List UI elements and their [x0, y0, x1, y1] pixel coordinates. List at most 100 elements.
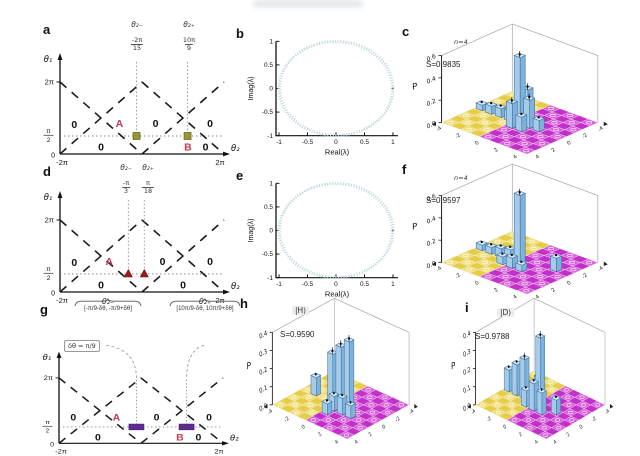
error-dot — [532, 379, 535, 382]
error-dot — [515, 360, 518, 363]
curve-arrow — [186, 344, 205, 378]
tile-ring — [549, 387, 555, 392]
fidelity-label: S=0.9597 — [426, 196, 461, 205]
x-tick: 0.5 — [360, 281, 370, 288]
tile-ring — [502, 134, 509, 139]
x-tick: -0.5 — [302, 139, 314, 146]
z-tick: 0.2 — [425, 98, 437, 108]
region-label-0: 0 — [153, 118, 159, 130]
floor-x-tick: -2 — [284, 416, 291, 424]
z-tick: 0.1 — [259, 385, 269, 395]
bar-right-face — [556, 255, 562, 273]
region-label-0: 0 — [195, 433, 201, 443]
region-label-0: 0 — [207, 256, 213, 268]
floor-x-tick: 2 — [493, 287, 499, 293]
error-dot — [540, 388, 543, 391]
z-tick: 0.4 — [259, 330, 269, 340]
brace-path — [169, 298, 241, 307]
tile-ring — [579, 395, 585, 400]
axes — [275, 183, 398, 279]
x-axis-label: θ₂ — [231, 282, 240, 292]
x-axis-label: Real(λ) — [325, 290, 349, 299]
tile-ring — [485, 274, 492, 279]
y-tick: 0 — [269, 228, 273, 235]
state-label: |H⟩ — [292, 306, 310, 315]
tile-ring — [277, 403, 283, 407]
x-tick: 0 — [334, 139, 338, 146]
tile-ring — [570, 267, 577, 272]
tile-ring — [540, 418, 546, 422]
panel-letter-a: a — [43, 22, 51, 37]
floor-axis-arrow — [603, 121, 608, 126]
z-axis-label: P — [246, 359, 253, 371]
y-tick: 0.5 — [264, 62, 274, 69]
z-tick: 0.2 — [259, 367, 269, 377]
x-tick: -1 — [276, 139, 282, 146]
tile-ring — [309, 410, 315, 415]
tile-ring — [371, 418, 377, 422]
error-dot — [480, 100, 483, 104]
theta2-minus-symbol: θ₂₋ — [101, 297, 115, 306]
y-tick-2pi: 2π — [45, 78, 54, 87]
tile-ring — [529, 239, 536, 244]
floor-x-tick: -2 — [486, 415, 493, 423]
z-tick: 0.4 — [425, 215, 437, 225]
tile-ring — [586, 120, 593, 125]
tile-ring — [504, 141, 511, 146]
z-tick: 0.6 — [425, 193, 437, 203]
tile-ring — [530, 246, 537, 251]
error-dot — [528, 95, 531, 99]
bar-left-face — [551, 397, 557, 416]
error-dot — [348, 337, 351, 340]
z-tick: 0.4 — [425, 75, 437, 85]
quench-marker-interval — [128, 423, 145, 431]
tile-ring — [383, 403, 389, 407]
floor-y-tick: -2 — [591, 415, 598, 423]
tile-ring — [502, 274, 509, 279]
tile-ring — [325, 418, 332, 422]
region-label-0: 0 — [71, 257, 77, 269]
tile-ring — [291, 395, 297, 400]
brace-icon — [74, 298, 142, 307]
x-tick: 0.5 — [360, 139, 370, 146]
floor-y-tick: 2 — [368, 431, 374, 438]
tile-ring — [464, 120, 471, 125]
tile-ring — [343, 433, 350, 437]
floor-y-tick: 0 — [566, 140, 572, 146]
quench-label-theta2-minus: θ₂₋ -2π 15 — [130, 20, 144, 52]
quench-marker-interval — [178, 423, 195, 431]
floor-y-tick: 2 — [550, 147, 556, 153]
y-tick: -0.5 — [262, 109, 274, 116]
tile-ring — [519, 134, 526, 139]
tile-ring — [369, 410, 376, 415]
interval-group-theta2-minus: θ₂₋ [-π/9-δθ, -π/9+δθ] — [72, 298, 144, 313]
z-tick: 0.0 — [425, 120, 437, 130]
panel-letter-e: e — [236, 168, 244, 183]
y-axis-label: θ₁ — [44, 55, 53, 65]
y-axis-arrow — [57, 53, 63, 60]
tile-ring — [500, 267, 507, 272]
z-tick: 0.3 — [259, 349, 269, 359]
region-label-0: 0 — [207, 118, 213, 130]
floor-y-tick: 4 — [354, 439, 360, 446]
error-dot — [339, 342, 342, 346]
tile-ring — [554, 134, 561, 139]
tile-ring — [480, 253, 487, 258]
z-tick: 0.0 — [425, 260, 437, 270]
tile-ring — [357, 425, 363, 430]
phase-boundary-dashed — [141, 219, 225, 293]
panel-i-bar3d: i |D⟩ S=0.9788 0.0 0.1 0.2 0.3 0.4 P -4 -2 0 2 4 -4… — [441, 294, 640, 454]
floor-x-tick: 0 — [502, 424, 507, 431]
panel-h-bar3d: h |H⟩ S=0.9590 0.0 0.1 0.2 0.3 0.4 P -4 -2 0 2 4 -4… — [236, 294, 446, 454]
floor-x-tick: -4 — [470, 408, 477, 416]
curve-arrow — [105, 344, 137, 378]
error-dot — [341, 393, 344, 397]
x-tick-right: 2π — [215, 158, 224, 167]
quench-marker-square — [132, 132, 141, 140]
y-axis-label: θ₁ — [44, 193, 53, 203]
x-axis-label: Real(λ) — [325, 148, 349, 157]
floor-x-tick: 0 — [301, 424, 307, 431]
region-label-0: 0 — [206, 413, 212, 423]
y-tick: 1 — [269, 181, 273, 188]
